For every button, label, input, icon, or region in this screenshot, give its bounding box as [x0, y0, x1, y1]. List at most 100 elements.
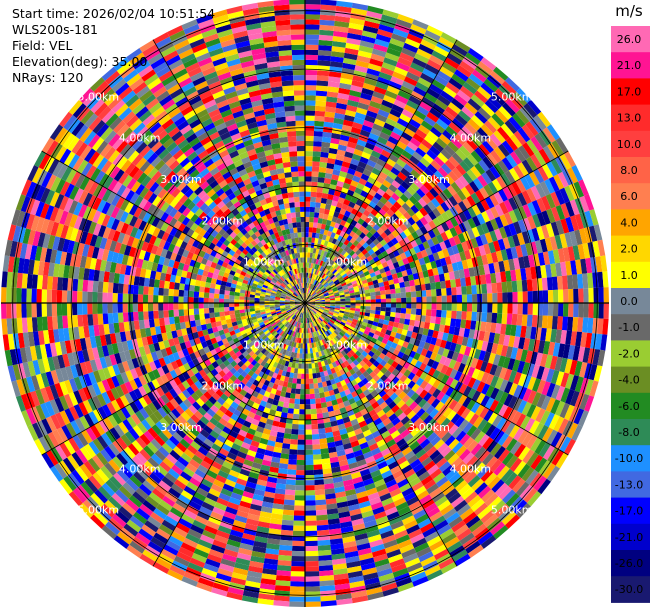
velocity-gate: [440, 503, 454, 516]
velocity-gate: [370, 252, 378, 259]
velocity-gate: [527, 491, 542, 507]
velocity-gate: [156, 376, 165, 387]
velocity-gate: [410, 308, 417, 315]
velocity-gate: [493, 261, 501, 273]
velocity-gate: [327, 259, 333, 265]
velocity-gate: [362, 119, 374, 128]
velocity-gate: [417, 354, 426, 363]
velocity-gate: [232, 487, 244, 496]
velocity-gate: [362, 258, 369, 265]
velocity-gate: [305, 424, 312, 430]
velocity-gate: [325, 263, 330, 269]
velocity-gate: [419, 494, 432, 505]
velocity-gate: [314, 263, 318, 270]
velocity-gate: [321, 255, 326, 262]
velocity-gate: [551, 384, 561, 400]
velocity-gate: [334, 360, 341, 367]
velocity-gate: [408, 118, 421, 129]
velocity-gate: [321, 344, 326, 351]
velocity-gate: [248, 471, 260, 480]
velocity-gate: [208, 465, 220, 475]
velocity-gate: [470, 276, 477, 286]
velocity-gate: [299, 333, 302, 339]
velocity-gate: [332, 227, 338, 234]
velocity-gate: [308, 267, 311, 273]
velocity-gate: [484, 492, 499, 507]
velocity-gate: [507, 303, 513, 314]
velocity-gate: [476, 392, 486, 405]
velocity-gate: [436, 414, 447, 425]
velocity-gate: [160, 394, 170, 405]
velocity-gate: [318, 308, 324, 312]
velocity-gate: [477, 485, 492, 499]
velocity-gate: [481, 383, 491, 395]
velocity-gate: [464, 102, 478, 115]
velocity-gate: [518, 337, 526, 350]
velocity-gate: [169, 421, 180, 432]
velocity-gate: [311, 363, 316, 369]
velocity-gate: [337, 454, 347, 462]
velocity-gate: [482, 293, 488, 303]
velocity-gate: [394, 474, 407, 484]
velocity-gate: [305, 29, 320, 35]
velocity-gate: [567, 274, 574, 290]
velocity-gate: [428, 322, 436, 331]
velocity-gate: [271, 313, 278, 318]
velocity-gate: [215, 358, 223, 366]
velocity-gate: [280, 309, 287, 313]
velocity-gate: [383, 385, 391, 394]
velocity-gate: [330, 179, 338, 186]
velocity-gate: [356, 182, 365, 191]
velocity-gate: [573, 181, 585, 198]
velocity-gate: [349, 508, 362, 517]
velocity-gate: [322, 131, 332, 138]
velocity-gate: [305, 216, 310, 222]
velocity-gate: [144, 520, 159, 533]
velocity-gate: [448, 156, 460, 168]
velocity-gate: [577, 244, 586, 260]
velocity-gate: [344, 151, 354, 159]
velocity-gate: [313, 286, 318, 292]
velocity-gate: [227, 385, 235, 394]
velocity-gate: [177, 414, 187, 425]
velocity-gate: [346, 104, 358, 113]
velocity-gate: [532, 214, 542, 228]
velocity-gate: [373, 343, 380, 350]
velocity-gate: [211, 443, 222, 453]
velocity-gate: [545, 223, 555, 238]
velocity-gate: [191, 454, 203, 465]
velocity-gate: [223, 328, 230, 334]
velocity-gate: [577, 346, 586, 362]
velocity-gate: [305, 434, 313, 440]
velocity-gate: [532, 290, 539, 303]
velocity-gate: [333, 409, 341, 416]
velocity-gate: [331, 399, 338, 406]
velocity-gate: [440, 446, 452, 458]
velocity-gate: [165, 491, 179, 503]
velocity-gate: [458, 110, 472, 123]
velocity-gate: [319, 14, 336, 21]
velocity-gate: [251, 372, 259, 380]
velocity-gate: [268, 317, 274, 322]
velocity-gate: [101, 525, 117, 540]
velocity-gate: [536, 197, 547, 213]
velocity-gate: [472, 215, 481, 227]
velocity-gate: [480, 321, 487, 332]
velocity-gate: [350, 300, 356, 303]
velocity-gate: [470, 357, 479, 369]
velocity-gate: [546, 315, 553, 329]
velocity-gate: [179, 438, 191, 449]
velocity-gate: [466, 303, 473, 312]
velocity-gate: [369, 425, 379, 434]
velocity-gate: [279, 330, 285, 336]
velocity-gate: [311, 176, 319, 183]
velocity-gate: [480, 123, 494, 137]
velocity-gate: [387, 381, 396, 389]
velocity-gate: [226, 363, 234, 371]
velocity-gate: [435, 137, 448, 149]
velocity-gate: [310, 278, 313, 284]
velocity-gate: [473, 416, 484, 429]
velocity-gate: [385, 175, 395, 185]
velocity-gate: [305, 485, 315, 491]
velocity-gate: [245, 432, 255, 441]
